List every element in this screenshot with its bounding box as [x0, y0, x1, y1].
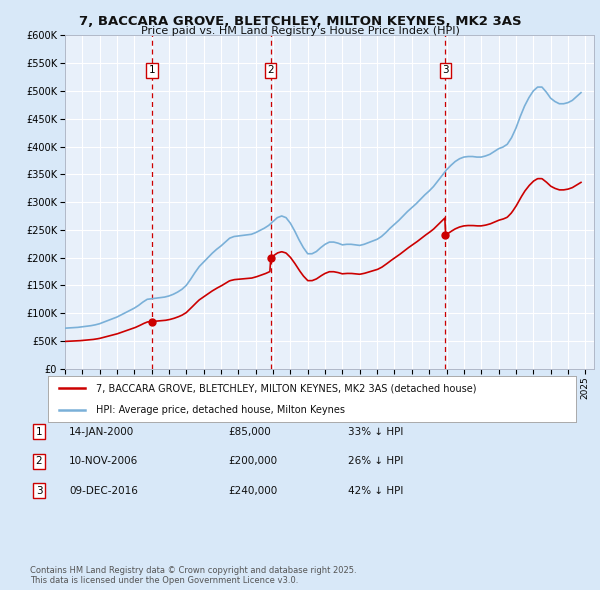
Text: Contains HM Land Registry data © Crown copyright and database right 2025.
This d: Contains HM Land Registry data © Crown c… [30, 566, 356, 585]
Text: 10-NOV-2006: 10-NOV-2006 [69, 457, 138, 466]
Text: 42% ↓ HPI: 42% ↓ HPI [348, 486, 403, 496]
Text: 3: 3 [35, 486, 43, 496]
Text: 26% ↓ HPI: 26% ↓ HPI [348, 457, 403, 466]
Text: 3: 3 [442, 65, 449, 76]
Text: 2: 2 [35, 457, 43, 466]
Text: 1: 1 [149, 65, 155, 76]
Text: 33% ↓ HPI: 33% ↓ HPI [348, 427, 403, 437]
Text: 1: 1 [35, 427, 43, 437]
Text: Price paid vs. HM Land Registry's House Price Index (HPI): Price paid vs. HM Land Registry's House … [140, 26, 460, 36]
Text: 2: 2 [267, 65, 274, 76]
Text: £85,000: £85,000 [228, 427, 271, 437]
Text: HPI: Average price, detached house, Milton Keynes: HPI: Average price, detached house, Milt… [95, 405, 344, 415]
Text: 7, BACCARA GROVE, BLETCHLEY, MILTON KEYNES, MK2 3AS: 7, BACCARA GROVE, BLETCHLEY, MILTON KEYN… [79, 15, 521, 28]
Text: 14-JAN-2000: 14-JAN-2000 [69, 427, 134, 437]
Text: 09-DEC-2016: 09-DEC-2016 [69, 486, 138, 496]
Text: 7, BACCARA GROVE, BLETCHLEY, MILTON KEYNES, MK2 3AS (detached house): 7, BACCARA GROVE, BLETCHLEY, MILTON KEYN… [95, 384, 476, 394]
Text: £240,000: £240,000 [228, 486, 277, 496]
Text: £200,000: £200,000 [228, 457, 277, 466]
